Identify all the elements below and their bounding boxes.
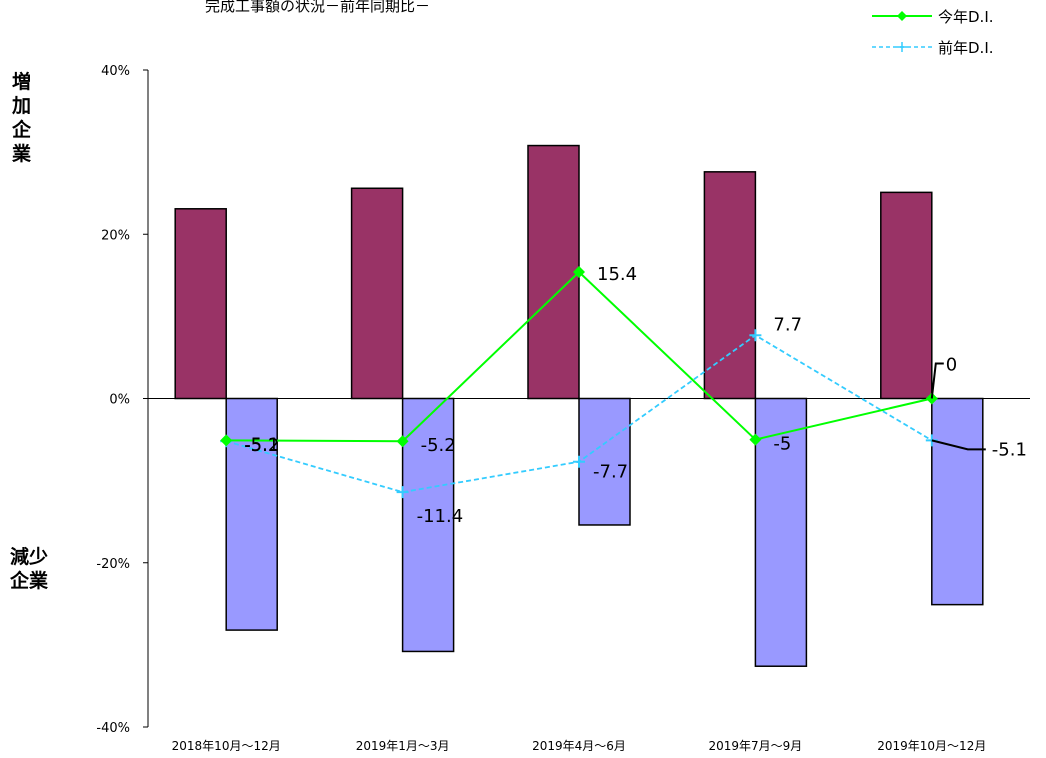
y-label-increase: 増 加 企 業 [12,71,32,165]
data-label-this-year: -5.1 [244,434,279,455]
x-tick-label: 2019年1月～3月 [356,739,450,753]
x-tick-label: 2018年10月～12月 [172,739,281,753]
y-tick-label: 20% [101,228,130,243]
x-tick-label: 2019年10月～12月 [877,739,986,753]
y-tick-label: -40% [96,721,130,736]
data-label-last-year: -11.4 [417,506,464,527]
leader-line-last-year [931,439,986,451]
data-label-this-year: -5.2 [421,435,456,456]
data-label-this-year: 15.4 [597,264,637,285]
data-label-this-year: -5 [773,434,791,455]
leader-line-this-year [930,362,944,399]
marker-this-year [573,266,585,279]
x-tick-label: 2019年7月～9月 [708,739,802,753]
y-label-decrease: 減少 企業 [10,546,49,592]
bar-decrease [754,397,808,667]
chart-title: 完成工事額の状況－前年同期比－ [205,0,431,15]
y-tick-label: 0% [109,393,130,408]
bar-decrease [578,397,631,526]
bar-increase [527,144,580,400]
marker-this-year [396,435,409,448]
bar-increase [350,187,404,400]
legend-label-this-year: 今年D.I. [938,7,994,26]
data-label-last-year: -5.2 [244,435,279,456]
bar-decrease [225,397,278,631]
bar-increase [703,171,757,400]
legend-item-last-year: 前年D.I. [872,37,994,57]
legend-item-this-year: 今年D.I. [872,6,994,26]
x-tick-label: 2019年4月～6月 [532,739,626,753]
legend: 今年D.I. 前年D.I. [872,6,994,68]
legend-label-last-year: 前年D.I. [938,38,994,57]
data-label-this-year: 0 [946,355,957,376]
data-label-last-year: -7.7 [593,462,628,483]
legend-swatch-this-year [872,11,932,21]
data-label-last-year: 7.7 [773,314,802,335]
bar-increase [880,191,933,400]
legend-swatch-last-year [872,42,932,52]
y-tick-label: -20% [96,557,130,572]
marker-this-year [220,434,233,447]
y-tick-label: 40% [101,64,130,79]
bar-decrease [931,397,984,606]
marker-this-year [749,433,762,446]
data-label-last-year: -5.1 [992,439,1027,460]
bar-increase [174,208,227,400]
